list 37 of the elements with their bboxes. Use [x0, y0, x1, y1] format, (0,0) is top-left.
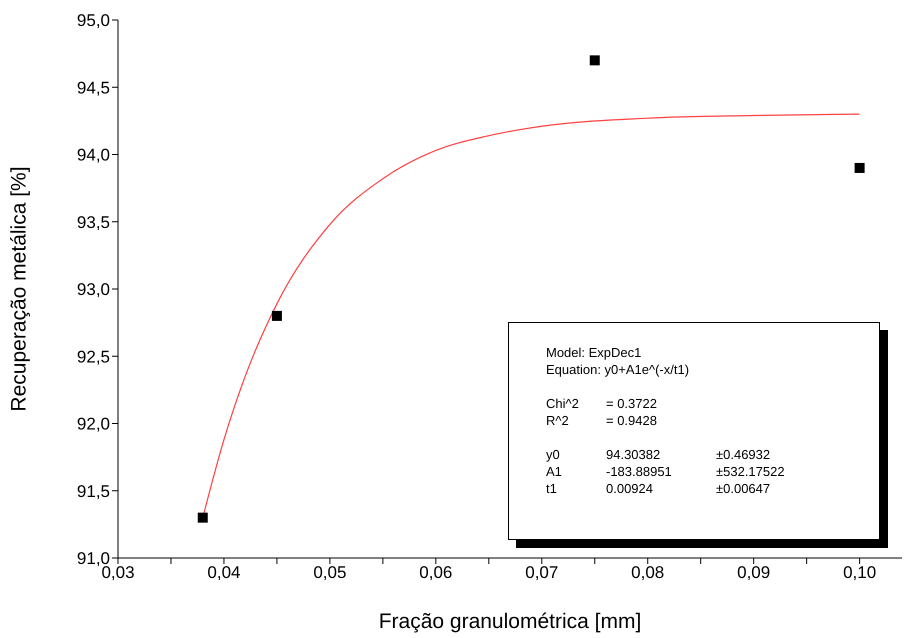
point: [590, 55, 600, 66]
annotation: Chi^2: [546, 396, 579, 411]
annotation: ±0.46932: [716, 447, 770, 462]
point: [272, 310, 282, 321]
y-tick-label: 93,5: [76, 212, 110, 232]
annotation: A1: [546, 464, 562, 479]
annotation: 0.00924: [606, 481, 653, 496]
annotation: 94.30382: [606, 447, 660, 462]
annotation: Equation: y0+A1e^(-x/t1): [546, 362, 690, 377]
x-tick-label: 0,08: [631, 563, 664, 582]
y-axis-title: Recuperação metálica [%]: [7, 166, 30, 412]
point: [854, 162, 865, 173]
y-tick-label: 92,0: [76, 414, 110, 434]
annotation: -183.88951: [606, 464, 672, 479]
x-tick-label: 0,07: [525, 563, 558, 582]
y-tick-label: 94,5: [76, 78, 110, 98]
annotation: = 0.3722: [606, 396, 657, 411]
x-tick-label: 0,06: [419, 563, 452, 582]
y-tick-label: 95,0: [76, 11, 110, 30]
x-tick-label: 0,05: [313, 563, 346, 582]
y-tick-label: 93,0: [76, 280, 110, 300]
annotation: y0: [546, 447, 560, 462]
x-tick-label: 0,04: [207, 563, 240, 582]
y-tick-label: 92,5: [76, 347, 110, 366]
annotation: t1: [546, 481, 557, 496]
annotation: ±532.17522: [716, 464, 785, 479]
annotation: R^2: [546, 413, 569, 428]
x-tick-label: 0,10: [843, 563, 876, 582]
y-tick-label: 91,5: [76, 482, 110, 501]
y-tick-label: 94,0: [76, 146, 110, 165]
point: [198, 512, 208, 523]
annotation: Model: ExpDec1: [546, 345, 642, 360]
annotation: = 0.9428: [606, 413, 657, 428]
annotation: ±0.00647: [716, 481, 770, 496]
x-axis-title: Fração granulométrica [mm]: [378, 610, 642, 633]
x-tick-label: 0,09: [737, 563, 770, 582]
x-tick-label: 0,03: [101, 563, 135, 582]
